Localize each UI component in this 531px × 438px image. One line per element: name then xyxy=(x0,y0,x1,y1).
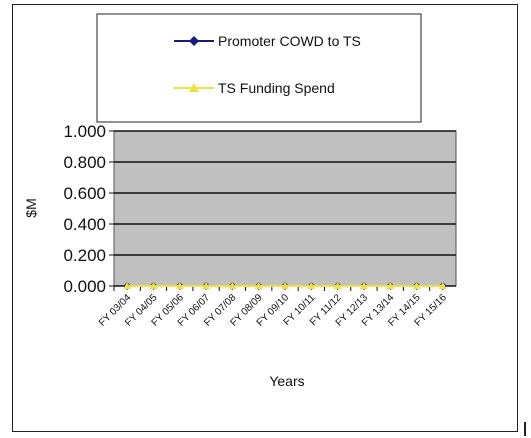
plot-area xyxy=(113,130,457,287)
series-point-1 xyxy=(175,282,184,289)
series-point-1 xyxy=(307,282,316,289)
y-axis-ticks: 0.000 0.200 0.400 0.600 0.800 1.000 xyxy=(63,122,114,296)
legend: Promoter COWD to TS TS Funding Spend xyxy=(174,33,361,96)
series-point-1 xyxy=(386,282,395,289)
x-axis-label: Years xyxy=(269,373,304,389)
series-point-1 xyxy=(333,282,342,289)
series-point-1 xyxy=(412,282,421,289)
series-point-1 xyxy=(254,282,263,289)
y-axis-label: $M xyxy=(23,198,39,217)
y-tick-label: 0.000 xyxy=(63,277,106,296)
legend-label-1: TS Funding Spend xyxy=(218,80,335,96)
y-tick-label: 0.600 xyxy=(63,184,106,203)
series-point-1 xyxy=(281,282,289,289)
series-layer xyxy=(123,282,447,290)
legend-box xyxy=(96,13,422,123)
y-tick-label: 0.400 xyxy=(63,215,106,234)
series-point-1 xyxy=(202,282,211,289)
series-point-1 xyxy=(123,282,132,289)
legend-marker-0 xyxy=(189,36,199,46)
y-tick-label: 1.000 xyxy=(63,122,106,141)
series-point-1 xyxy=(149,282,158,289)
series-point-1 xyxy=(359,282,368,289)
legend-marker-1 xyxy=(189,83,199,92)
y-tick-label: 0.800 xyxy=(63,153,106,172)
frame-edge-mark xyxy=(524,422,526,436)
series-point-1 xyxy=(438,282,447,289)
series-point-1 xyxy=(228,282,237,289)
legend-label-0: Promoter COWD to TS xyxy=(218,33,361,49)
y-tick-label: 0.200 xyxy=(63,246,106,265)
